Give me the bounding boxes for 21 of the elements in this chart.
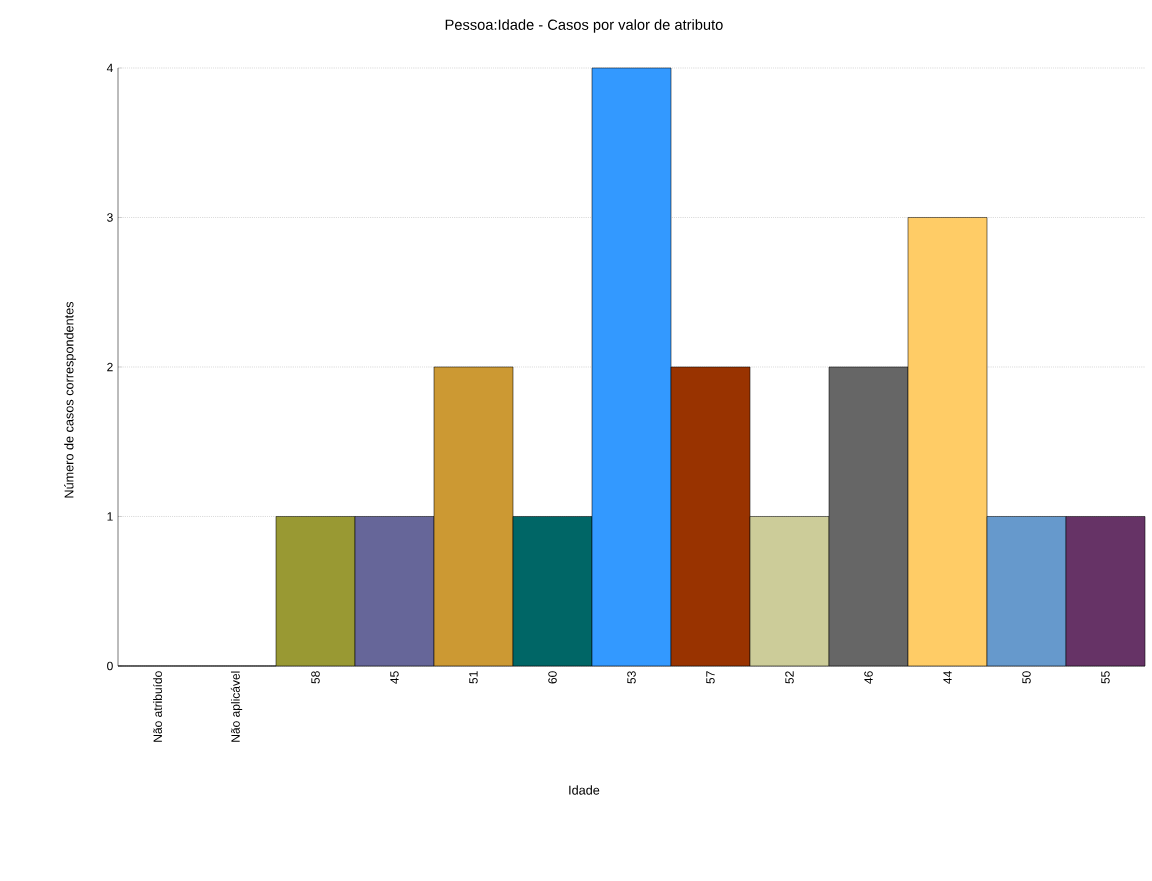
x-tick-label: 50 (1022, 671, 1031, 684)
y-axis-title: Número de casos correspondentes (64, 301, 77, 498)
chart-title: Pessoa:Idade - Casos por valor de atributo (445, 19, 723, 33)
x-tick-label: 52 (785, 671, 794, 684)
x-tick-label: 45 (390, 671, 399, 684)
x-tick-label: 46 (864, 671, 873, 684)
y-tick-label: 3 (107, 213, 113, 222)
x-tick-label: 44 (943, 671, 952, 684)
x-tick-label: 53 (627, 671, 636, 684)
x-tick-label: 55 (1101, 671, 1110, 684)
x-tick-label: Não aplicável (230, 671, 243, 742)
x-tick-label: 60 (548, 671, 557, 684)
y-tick-label: 1 (107, 512, 113, 521)
y-tick-label: 4 (106, 63, 113, 73)
x-tick-label: 58 (311, 671, 320, 684)
y-tick-label: 0 (107, 661, 113, 671)
y-tick-label: 2 (107, 362, 113, 372)
x-axis-title: Idade (569, 785, 600, 795)
x-tick-label: 51 (469, 671, 478, 684)
x-tick-label: Não atribuído (153, 671, 162, 742)
x-tick-label: 57 (706, 671, 715, 684)
